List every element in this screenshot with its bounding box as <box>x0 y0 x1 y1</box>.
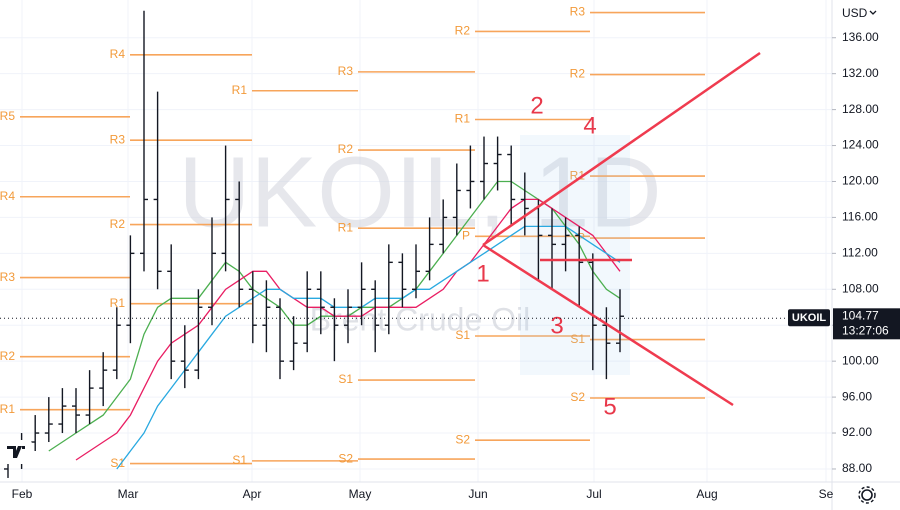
y-tick-label: 128.00 <box>842 102 879 116</box>
y-tick-label: 132.00 <box>842 66 879 80</box>
pivot-label: S1 <box>570 332 585 346</box>
y-tick-label: 100.00 <box>842 353 879 367</box>
pivot-label: R3 <box>110 132 126 146</box>
pivot-label: R1 <box>232 83 248 97</box>
drawings <box>482 51 761 407</box>
y-tick-label: 112.00 <box>842 246 878 260</box>
x-tick-label: May <box>349 487 372 501</box>
symbol-tag-text: UKOIL <box>792 312 827 324</box>
pivots: R5 R4 R3 R2 R1 R4 R3 R2 R1 S1 R1 S1 R3 R2 R1 S1 S2 R2 R1 P S… <box>0 5 705 470</box>
volume-profile-zone <box>520 135 630 375</box>
pivot-label: R3 <box>338 64 354 78</box>
y-tick-label: 124.00 <box>842 138 879 152</box>
pivot-label: R4 <box>110 47 126 61</box>
pivot-label: R2 <box>570 67 586 81</box>
countdown: 13:27:06 <box>842 323 889 337</box>
grid <box>0 0 832 482</box>
trend-line <box>482 243 734 407</box>
gear-teeth[interactable] <box>858 486 876 504</box>
y-tick-label: 108.00 <box>842 281 879 295</box>
annotation: 3 <box>550 312 563 339</box>
x-tick-label: Apr <box>243 487 262 501</box>
x-tick-label: Feb <box>12 487 33 501</box>
pivot-label: R2 <box>455 24 471 38</box>
pivot-label: R3 <box>0 270 15 284</box>
pivot-label: P <box>462 228 470 242</box>
y-tick-label: 120.00 <box>842 174 879 188</box>
pivot-label: R3 <box>570 5 586 19</box>
pivot-label: S2 <box>455 432 470 446</box>
logo-mark <box>7 446 25 458</box>
y-tick-label: 96.00 <box>842 389 872 403</box>
pivot-label: R1 <box>570 168 586 182</box>
price-bars <box>4 10 624 478</box>
pivot-label: R1 <box>110 296 126 310</box>
pivot-label: R1 <box>0 402 15 416</box>
pivot-label: R2 <box>338 142 354 156</box>
currency: USD <box>842 6 868 20</box>
last-price-tag <box>833 308 900 340</box>
y-tick-label: 88.00 <box>842 461 872 475</box>
pivot-label: S2 <box>570 390 585 404</box>
y-tick-label: 92.00 <box>842 425 872 439</box>
x-axis: Feb Mar Apr May Jun Jul Aug Se <box>12 487 834 501</box>
pivot-label: S2 <box>338 451 353 465</box>
x-tick-label: Jun <box>468 487 487 501</box>
x-tick-label: Se <box>819 487 834 501</box>
trend-line <box>482 51 761 247</box>
x-tick-label: Aug <box>696 487 717 501</box>
annotation: 2 <box>530 92 543 119</box>
tv-logo <box>2 440 32 464</box>
pivot-label: R1 <box>338 220 354 234</box>
x-tick-label: Jul <box>586 487 601 501</box>
watermark: UKOIL, 1D <box>178 136 662 248</box>
pivot-label: S1 <box>110 456 125 470</box>
moving-average <box>116 225 621 470</box>
pivot-label: S1 <box>338 372 353 386</box>
annotation: 4 <box>583 112 596 139</box>
last-price: 104.77 <box>842 308 879 322</box>
pivot-label: R2 <box>0 349 15 363</box>
y-tick-label: 136.00 <box>842 30 879 44</box>
pivot-label: R5 <box>0 109 15 123</box>
pivot-label: S1 <box>232 453 247 467</box>
symbol-tag <box>788 309 830 327</box>
pivot-label: R1 <box>455 112 471 126</box>
gear[interactable] <box>861 489 873 501</box>
pivot-label: R4 <box>0 189 15 203</box>
pivot-label: S1 <box>455 328 470 342</box>
pivot-label: R2 <box>110 217 126 231</box>
annotation: 5 <box>603 393 616 420</box>
annotation: 1 <box>476 260 489 287</box>
annotations: 1 2 3 4 5 <box>476 92 616 420</box>
settings-icon[interactable] <box>858 486 876 504</box>
x-tick-label: Mar <box>118 487 139 501</box>
y-tick-label: 116.00 <box>842 210 878 224</box>
currency-caret <box>869 10 877 15</box>
